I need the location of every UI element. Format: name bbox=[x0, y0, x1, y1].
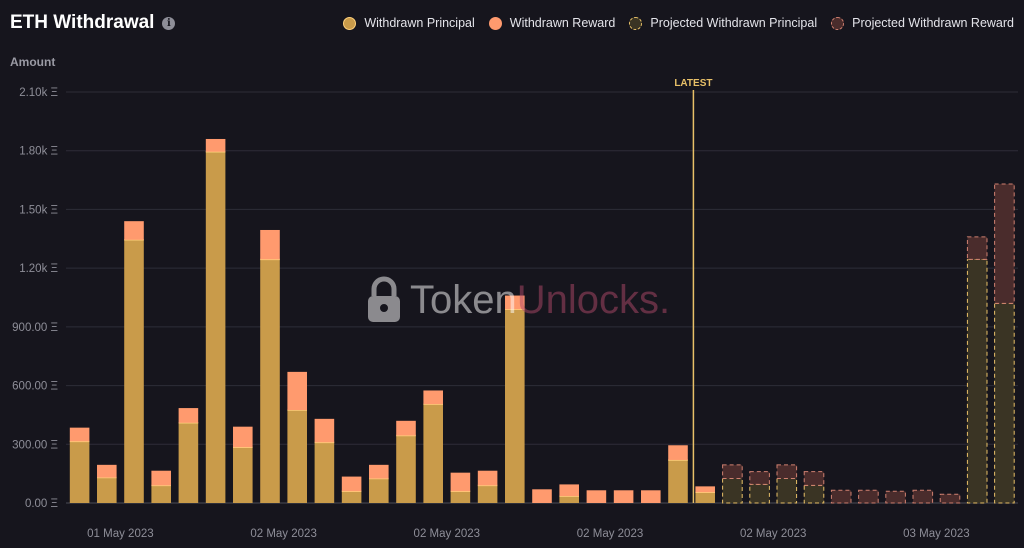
bar-principal bbox=[97, 477, 117, 503]
x-tick-label: 02 May 2023 bbox=[414, 528, 481, 540]
bar-projected-reward bbox=[830, 489, 852, 504]
legend-label-projected-reward: Projected Withdrawn Reward bbox=[852, 16, 1014, 30]
y-tick-label: 900.00 Ξ bbox=[12, 322, 58, 334]
bar-reward bbox=[233, 426, 253, 448]
watermark-unlocks: Unlocks bbox=[516, 277, 660, 322]
bar-projected-reward bbox=[939, 493, 961, 504]
bar-reward bbox=[369, 464, 389, 479]
bar-projected-principal bbox=[749, 483, 770, 504]
bar-principal bbox=[559, 496, 579, 503]
bar-principal bbox=[178, 422, 199, 503]
legend-swatch-projected-reward bbox=[831, 16, 845, 30]
bar-principal bbox=[505, 309, 525, 503]
legend-label-projected-principal: Projected Withdrawn Principal bbox=[650, 16, 818, 30]
bar-principal bbox=[695, 492, 715, 503]
lock-icon bbox=[368, 276, 400, 322]
bar-principal bbox=[477, 485, 498, 503]
y-axis-title: Amount bbox=[10, 55, 56, 69]
bar-principal bbox=[287, 410, 307, 503]
bar-principal bbox=[423, 404, 443, 503]
bar-reward bbox=[341, 476, 362, 492]
y-tick-label: 300.00 Ξ bbox=[12, 439, 58, 451]
bar-reward bbox=[260, 229, 280, 260]
bar-reward bbox=[559, 484, 579, 497]
legend-swatch-reward bbox=[488, 16, 502, 30]
legend-item-withdrawn-reward[interactable]: Withdrawn Reward bbox=[488, 16, 616, 30]
bar-principal bbox=[205, 151, 226, 503]
legend-swatch-principal bbox=[343, 16, 357, 30]
bar-principal bbox=[233, 447, 253, 503]
bar-principal bbox=[668, 459, 688, 503]
x-tick-label: 01 May 2023 bbox=[87, 528, 154, 540]
bar-principal bbox=[341, 491, 362, 503]
bar-principal bbox=[450, 491, 471, 503]
watermark: TokenUnlocks. bbox=[366, 276, 670, 324]
bar-reward bbox=[396, 420, 416, 436]
bar-reward bbox=[641, 490, 661, 503]
x-tick-label: 02 May 2023 bbox=[577, 528, 644, 540]
bar-projected-reward bbox=[966, 236, 988, 260]
y-tick-label: 0.00 Ξ bbox=[25, 498, 58, 510]
bar-principal bbox=[314, 442, 335, 503]
bar-projected-reward bbox=[912, 489, 934, 504]
bar-projected-principal bbox=[776, 478, 798, 504]
bar-reward bbox=[668, 445, 688, 460]
x-tick-label: 02 May 2023 bbox=[740, 528, 807, 540]
bar-projected-principal bbox=[803, 484, 825, 504]
x-tick-label: 03 May 2023 bbox=[903, 528, 970, 540]
bar-reward bbox=[423, 390, 443, 405]
bar-principal bbox=[260, 259, 280, 503]
bar-projected-reward bbox=[776, 464, 798, 480]
bar-principal bbox=[369, 478, 389, 503]
bar-projected-reward bbox=[722, 464, 743, 480]
bar-principal bbox=[124, 239, 144, 503]
y-tick-label: 2.10k Ξ bbox=[19, 87, 58, 99]
legend-swatch-projected-principal bbox=[629, 16, 643, 30]
bar-projected-principal bbox=[994, 302, 1015, 504]
bar-reward bbox=[532, 489, 552, 503]
watermark-token: Token bbox=[410, 277, 517, 322]
bar-projected-principal bbox=[966, 258, 988, 504]
bar-projected-reward bbox=[803, 471, 825, 486]
bar-reward bbox=[695, 486, 715, 493]
legend-item-projected-principal[interactable]: Projected Withdrawn Principal bbox=[629, 16, 817, 30]
legend-item-projected-reward[interactable]: Projected Withdrawn Reward bbox=[831, 16, 1014, 30]
bar-reward bbox=[205, 138, 226, 152]
y-tick-label: 600.00 Ξ bbox=[12, 381, 58, 393]
bar-reward bbox=[505, 295, 525, 310]
bar-reward bbox=[477, 470, 498, 486]
y-tick-label: 1.20k Ξ bbox=[19, 263, 58, 275]
x-tick-label: 02 May 2023 bbox=[250, 528, 317, 540]
bar-projected-reward bbox=[858, 489, 879, 504]
bar-reward bbox=[613, 490, 634, 503]
bar-projected-reward bbox=[994, 183, 1015, 304]
bar-reward bbox=[287, 371, 307, 411]
legend: Withdrawn Principal Withdrawn Reward Pro… bbox=[343, 16, 1014, 30]
bar-reward bbox=[151, 470, 171, 486]
bar-reward bbox=[97, 464, 117, 478]
chart-title: ETH Withdrawal i bbox=[10, 12, 176, 34]
bar-principal bbox=[151, 485, 171, 503]
bar-projected-reward bbox=[749, 471, 770, 485]
bar-reward bbox=[314, 418, 335, 443]
info-icon[interactable]: i bbox=[162, 16, 176, 30]
latest-label: LATEST bbox=[674, 78, 712, 89]
bar-principal bbox=[69, 441, 90, 503]
watermark-dot: . bbox=[659, 277, 671, 322]
bar-principal bbox=[396, 435, 416, 503]
legend-label-reward: Withdrawn Reward bbox=[509, 16, 616, 30]
bar-reward bbox=[586, 490, 607, 503]
bar-reward bbox=[124, 221, 144, 240]
y-tick-label: 1.50k Ξ bbox=[19, 204, 58, 216]
bar-reward bbox=[69, 427, 90, 442]
bar-projected-reward bbox=[885, 490, 906, 504]
bar-reward bbox=[178, 408, 199, 423]
legend-label-principal: Withdrawn Principal bbox=[364, 16, 475, 30]
chart-title-text: ETH Withdrawal bbox=[10, 12, 155, 33]
bar-reward bbox=[450, 472, 471, 492]
bar-projected-principal bbox=[722, 478, 743, 504]
legend-item-withdrawn-principal[interactable]: Withdrawn Principal bbox=[343, 16, 475, 30]
y-tick-label: 1.80k Ξ bbox=[19, 146, 58, 158]
